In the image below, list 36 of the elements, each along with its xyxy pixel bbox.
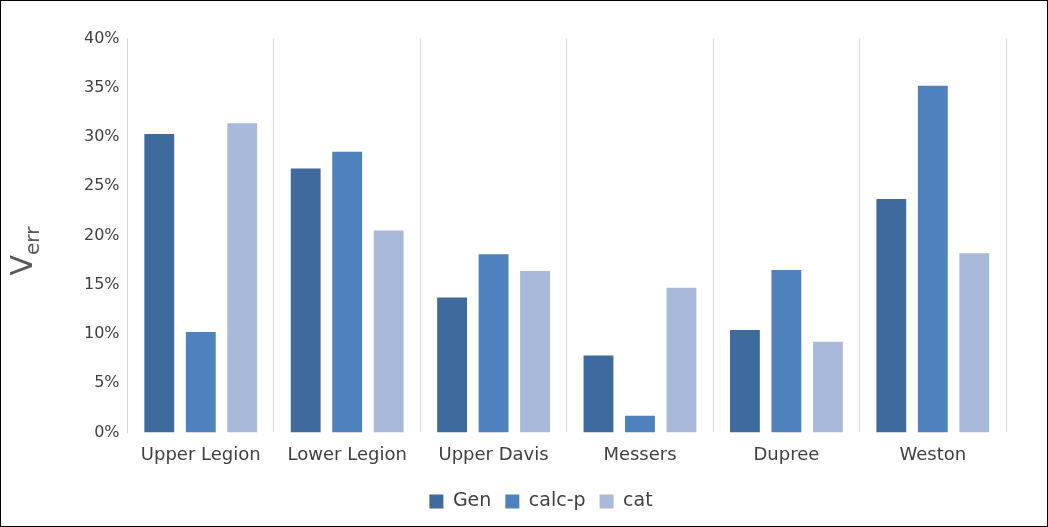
bar <box>290 168 321 433</box>
y-tick-label: 35% <box>84 76 120 96</box>
bar <box>144 134 175 433</box>
y-tick-label: 10% <box>84 323 120 343</box>
x-tick-label: Weston <box>899 442 967 464</box>
y-tick-label: 0% <box>94 421 120 441</box>
y-tick-label: 25% <box>84 175 120 195</box>
bar <box>812 341 843 433</box>
bar <box>729 330 760 433</box>
bar <box>917 85 948 433</box>
bar <box>437 297 468 433</box>
x-tick-label: Dupree <box>753 442 820 464</box>
bar <box>332 151 363 433</box>
x-tick-label: Messers <box>603 442 677 464</box>
bar <box>373 230 404 433</box>
x-tick-label: Upper Legion <box>140 442 261 464</box>
legend-label: calc-p <box>528 488 586 511</box>
bar <box>876 199 907 433</box>
x-tick-label: Upper Davis <box>438 442 549 464</box>
bar <box>666 287 697 433</box>
bar <box>771 269 802 433</box>
x-tick-label: Lower Legion <box>287 442 407 464</box>
y-tick-label: 40% <box>84 27 120 47</box>
y-tick-label: 5% <box>94 372 120 392</box>
y-tick-label: 30% <box>84 126 120 146</box>
bar <box>185 331 216 433</box>
bar <box>478 254 509 433</box>
bar <box>520 270 550 433</box>
bar <box>959 253 990 433</box>
y-tick-label: 15% <box>84 273 120 293</box>
legend-label: Gen <box>452 488 492 511</box>
bar <box>227 123 258 433</box>
legend-label: cat <box>623 488 653 511</box>
bar <box>583 355 614 433</box>
y-tick-label: 20% <box>84 224 120 244</box>
bar <box>625 415 655 433</box>
